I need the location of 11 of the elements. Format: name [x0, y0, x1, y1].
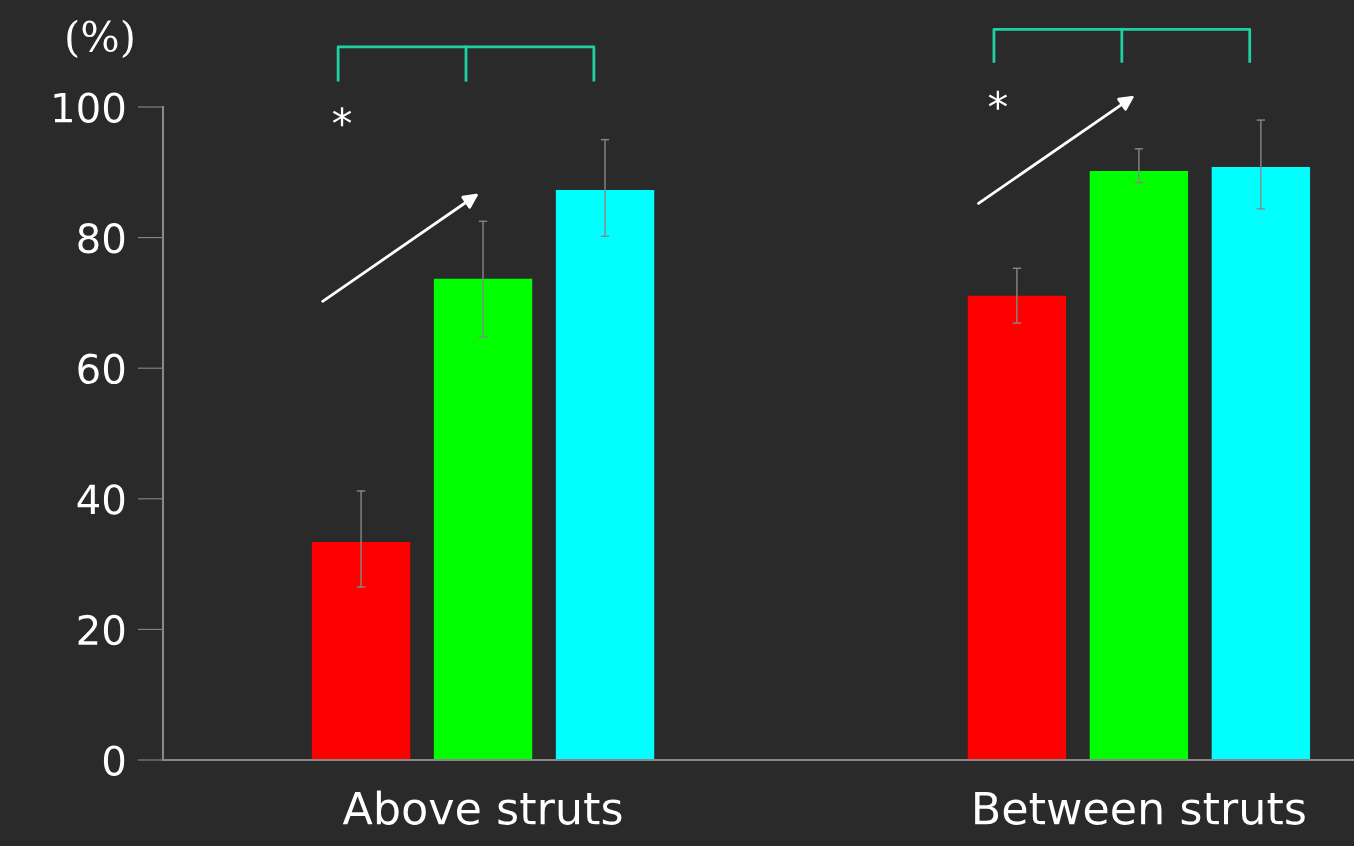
y-tick-label: 20 [78, 614, 125, 646]
annotation: * [332, 107, 352, 127]
annotation: * [988, 90, 1008, 110]
y-tick-label: 0 [103, 745, 125, 776]
y-tick-label: 80 [78, 223, 125, 254]
x-tick-label: Between struts [975, 791, 1305, 825]
y-tick-label: 100 [54, 92, 125, 123]
y-axis-title: (%) [67, 19, 133, 58]
y-tick-label: 40 [77, 484, 125, 515]
y-tick-label: 60 [78, 353, 125, 385]
x-tick-label: Above struts [342, 790, 622, 825]
